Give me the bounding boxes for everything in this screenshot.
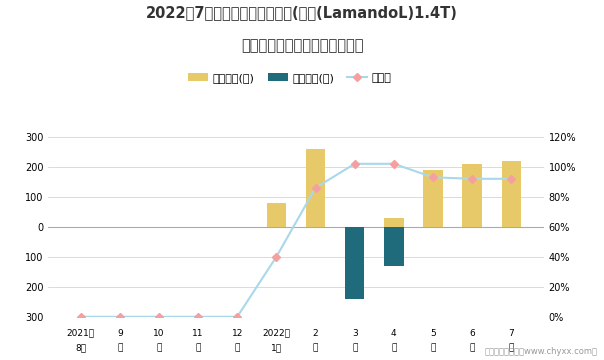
Text: 月: 月 [430,344,435,353]
Bar [306,149,326,227]
Text: 2: 2 [313,329,318,338]
Text: 月: 月 [313,344,318,353]
Bar [423,170,443,227]
Text: 月: 月 [234,344,240,353]
Text: 1月: 1月 [271,344,282,353]
Bar [462,164,482,227]
Text: 月: 月 [509,344,514,353]
Bar [501,161,521,227]
Text: 11: 11 [192,329,204,338]
Text: 8月: 8月 [75,344,86,353]
Text: 月: 月 [352,344,358,353]
Text: 2021年: 2021年 [66,329,95,338]
Text: 10: 10 [153,329,165,338]
Text: 月: 月 [195,344,201,353]
Text: 2022年7月凌渡旗下最畅销轿车(凌渡(LamandoL)1.4T): 2022年7月凌渡旗下最畅销轿车(凌渡(LamandoL)1.4T) [146,5,458,21]
Text: 月: 月 [391,344,397,353]
Bar [384,227,403,266]
Text: 月: 月 [117,344,123,353]
Text: 3: 3 [352,329,358,338]
Legend: 积压库存(辆), 清仓库存(辆), 产销率: 积压库存(辆), 清仓库存(辆), 产销率 [184,68,396,87]
Text: 9: 9 [117,329,123,338]
Text: 2022年: 2022年 [262,329,291,338]
Bar [345,227,364,299]
Text: 制图：智研咨询（www.chyxx.com）: 制图：智研咨询（www.chyxx.com） [485,347,598,356]
Bar [266,203,286,227]
Text: 月: 月 [469,344,475,353]
Text: 4: 4 [391,329,397,338]
Text: 12: 12 [231,329,243,338]
Text: 6: 6 [469,329,475,338]
Bar [384,218,403,227]
Text: 5: 5 [430,329,436,338]
Text: 月: 月 [156,344,162,353]
Text: 近一年库存情况及产销率统计图: 近一年库存情况及产销率统计图 [241,38,363,53]
Text: 7: 7 [509,329,514,338]
